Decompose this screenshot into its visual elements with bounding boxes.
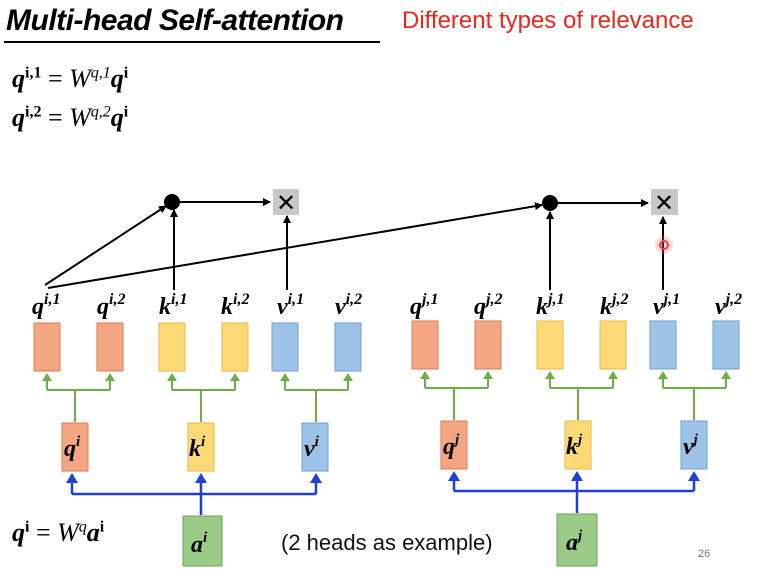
box-ai (182, 515, 223, 567)
label-vj: vj (683, 432, 699, 460)
box-qi1 (33, 322, 61, 372)
label-vi2: vi,2 (335, 291, 362, 320)
label-ki2: ki,2 (221, 291, 249, 320)
box-ki (187, 422, 215, 472)
box-vj (680, 420, 708, 470)
line-qi1-to-dot2 (47, 202, 543, 289)
label-vi: vi (304, 434, 320, 462)
line-qi1-to-dot1 (44, 205, 167, 286)
box-qi (61, 422, 89, 472)
labels-row-i: qi,1 qi,2 ki,1 ki,2 vi,1 vi,2 (32, 291, 362, 320)
label-kj1: kj,1 (536, 291, 564, 320)
label-ki1: ki,1 (159, 291, 187, 320)
box-kj (564, 420, 592, 470)
mid-boxes-i (61, 422, 329, 472)
dot-product-node-1 (164, 194, 180, 210)
multiply-symbol-1: ✕ (276, 189, 296, 217)
label-vi1: vi,1 (277, 291, 304, 320)
mid-boxes-j (440, 420, 708, 470)
head-boxes-i (33, 322, 362, 372)
label-qi2: qi,2 (97, 291, 125, 320)
label-ki: ki (189, 434, 206, 462)
box-kj2 (599, 320, 627, 370)
caption: (2 heads as example) (281, 530, 493, 555)
label-kj2: kj,2 (600, 291, 628, 320)
dot-product-node-2 (542, 195, 558, 211)
box-vi2 (334, 322, 362, 372)
box-ki1 (158, 322, 186, 372)
equation-qi1: qi,1 = Wq,1qi (12, 64, 129, 93)
box-kj1 (536, 320, 564, 370)
multiply-symbol-2: ✕ (654, 189, 674, 217)
box-vj1 (649, 320, 677, 370)
equation-qi: qi = Wqai (12, 518, 105, 547)
label-qi: qi (64, 434, 81, 462)
slide-subtitle: Different types of relevance (402, 7, 694, 34)
green-arrowheads-j (420, 371, 731, 379)
mid-labels: qi ki vi qj kj vj (64, 432, 699, 462)
page-number: 26 (698, 548, 711, 560)
label-ai: ai (191, 530, 208, 558)
blue-fanout-i (70, 480, 318, 515)
box-qj1 (411, 320, 439, 370)
blue-arrowheads-j (448, 471, 700, 481)
pointer-marker (659, 240, 669, 250)
label-aj: aj (566, 528, 583, 556)
pointer-glow (655, 236, 673, 254)
blue-fanout-j (452, 478, 696, 513)
label-vj1: vj,1 (653, 291, 680, 320)
box-vi1 (271, 322, 299, 372)
box-qj2 (474, 320, 502, 370)
label-qj1: qj,1 (410, 291, 438, 320)
title-underline (4, 41, 380, 43)
label-kj: kj (566, 432, 583, 460)
box-vi (301, 422, 329, 472)
equation-qi2: qi,2 = Wq,2qi (12, 103, 129, 132)
box-qj (440, 420, 468, 470)
label-qi1: qi,1 (32, 291, 60, 320)
head-boxes-j (411, 320, 740, 370)
green-split-i (46, 378, 349, 422)
green-arrowheads-i (42, 373, 353, 381)
multiply-node-2 (651, 189, 678, 215)
labels-row-j: qj,1 qj,2 kj,1 kj,2 vj,1 vj,2 (410, 291, 742, 320)
label-vj2: vj,2 (715, 291, 742, 320)
box-ki2 (221, 322, 249, 372)
green-split-j (424, 376, 727, 420)
slide-title: Multi-head Self-attention (6, 4, 344, 37)
multiply-node-1 (273, 189, 299, 215)
label-qj: qj (443, 432, 460, 460)
label-qj2: qj,2 (474, 291, 502, 320)
box-vj2 (712, 320, 740, 370)
blue-arrowheads-i (66, 473, 322, 483)
box-qi2 (96, 322, 124, 372)
box-aj (556, 513, 598, 567)
